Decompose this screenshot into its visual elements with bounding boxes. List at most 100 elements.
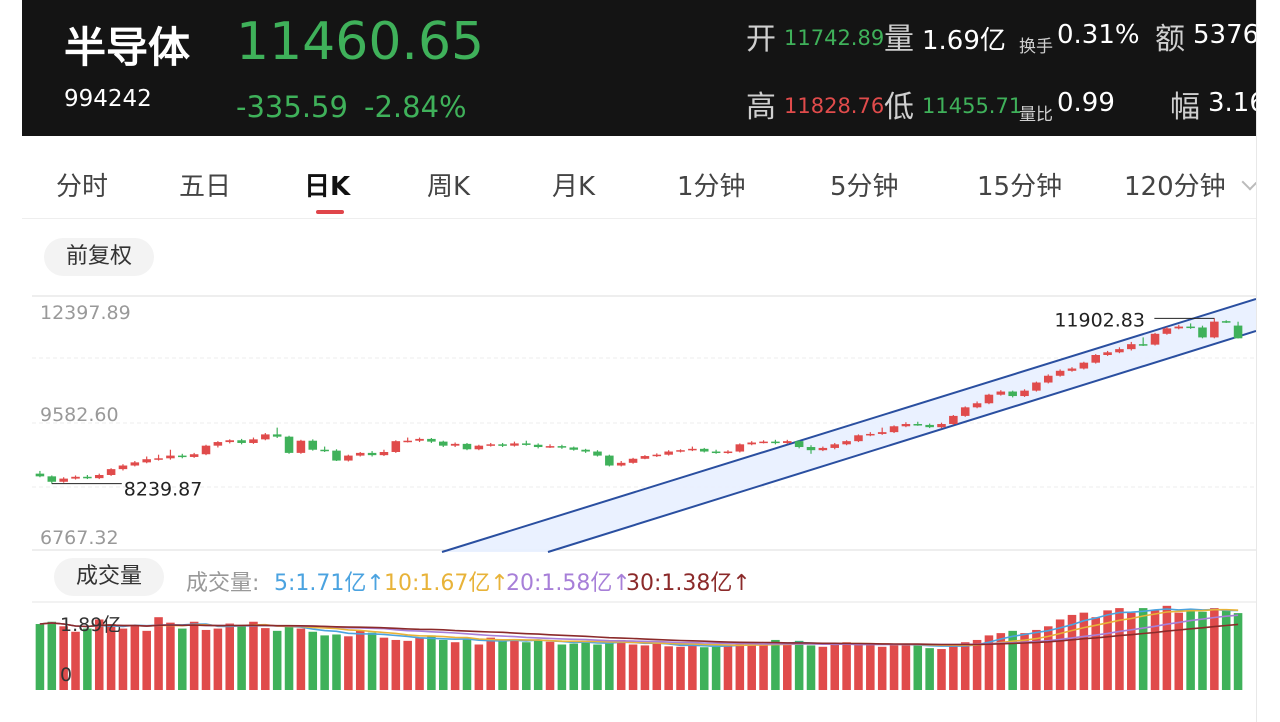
- turnover-value: 0.31%: [1057, 20, 1140, 50]
- volume-bar: [296, 628, 306, 690]
- volume-indicator-button[interactable]: 成交量: [54, 558, 165, 596]
- volume-bar: [522, 642, 531, 690]
- volume-bar: [783, 644, 792, 690]
- tab-120min[interactable]: 120分钟: [1124, 172, 1226, 202]
- volume-bar: [771, 639, 780, 690]
- right-edge: [1256, 0, 1280, 722]
- volume-bar: [1103, 610, 1112, 690]
- candle-body: [771, 441, 780, 444]
- low-label: 低: [884, 90, 914, 125]
- arrow-up-icon: ↑: [612, 571, 631, 596]
- tab-weekly-k[interactable]: 周K: [427, 172, 471, 202]
- amount-value: 5376: [1193, 20, 1256, 50]
- volume-ma-line: [39, 622, 1239, 646]
- tab-5min[interactable]: 5分钟: [830, 172, 899, 202]
- volume-bar: [854, 643, 863, 690]
- volume-bar: [486, 637, 495, 690]
- volume-bar: [498, 640, 507, 690]
- candle-body: [427, 438, 436, 442]
- candle-body: [367, 452, 377, 456]
- volume-bar: [830, 644, 840, 690]
- candle-body: [213, 442, 223, 446]
- quote-header: 半导体 994242 11460.65 -335.59 -2.84% 开 117…: [22, 0, 1256, 136]
- candle-body: [1115, 349, 1124, 353]
- volume-bar: [1198, 611, 1207, 690]
- volume-bar: [427, 635, 436, 690]
- candle-body: [201, 445, 211, 455]
- volume-bar: [1032, 629, 1041, 690]
- volume-bar: [166, 622, 175, 690]
- candle-body: [628, 458, 638, 463]
- candle-body: [71, 476, 80, 479]
- candle-body: [889, 426, 899, 433]
- volume-label: 量: [884, 22, 914, 57]
- candle-body: [189, 454, 199, 457]
- candle-body: [47, 476, 57, 482]
- amplitude-label: 幅: [1170, 90, 1200, 125]
- open-label: 开: [746, 22, 776, 57]
- volume-bar: [996, 633, 1006, 690]
- volume-bar: [605, 642, 614, 690]
- candle-body: [901, 424, 911, 427]
- candle-body: [688, 448, 697, 451]
- candle-body: [545, 446, 555, 448]
- candle-body: [699, 448, 709, 452]
- candle-body: [1221, 321, 1231, 323]
- candle-body: [59, 478, 68, 482]
- candle-body: [723, 451, 733, 454]
- candle-body: [498, 444, 507, 446]
- tab-monthly-k[interactable]: 月K: [552, 172, 596, 202]
- candle-body: [308, 440, 318, 450]
- candle-body: [344, 455, 353, 461]
- index-code: 994242: [64, 86, 152, 112]
- volume-bar: [1174, 612, 1184, 690]
- tab-15min[interactable]: 15分钟: [977, 172, 1063, 202]
- candle-body: [1091, 355, 1100, 363]
- candle-body: [118, 465, 128, 470]
- tab-five-day[interactable]: 五日: [179, 172, 232, 202]
- tab-daily-k[interactable]: 日K: [304, 172, 351, 202]
- volume-bar: [913, 645, 923, 690]
- trend-channel-upper-line: [441, 298, 1256, 553]
- open-value: 11742.89: [784, 26, 885, 50]
- volume-bar: [438, 639, 448, 690]
- adjust-mode-button[interactable]: 前复权: [44, 238, 155, 276]
- volume-bar: [403, 640, 412, 690]
- candle-body: [711, 451, 721, 454]
- volume-bar: [937, 649, 946, 690]
- volume-bar: [628, 644, 638, 690]
- candle-body: [474, 445, 484, 450]
- candle-body: [676, 450, 685, 452]
- candle-body: [106, 469, 116, 475]
- tab-1min[interactable]: 1分钟: [677, 172, 746, 202]
- candle-body: [249, 439, 258, 443]
- volume-legend-prefix: 成交量:: [186, 571, 260, 596]
- volume-bar: [1079, 612, 1089, 690]
- candle-body: [854, 435, 863, 442]
- candle-body: [284, 436, 294, 453]
- volume-bar: [320, 635, 329, 690]
- y-axis-label-top: 12397.89: [40, 302, 131, 324]
- period-tabs: 分时 五日 日K 周K 月K 1分钟 5分钟 15分钟 120分钟: [22, 150, 1256, 219]
- volume-bar: [984, 635, 994, 690]
- last-price: 11460.65: [236, 12, 485, 72]
- volume-bar: [272, 630, 282, 690]
- candle-body: [533, 444, 543, 448]
- volume-bar: [960, 642, 970, 690]
- candle-body: [1020, 390, 1029, 397]
- volume-bar: [237, 625, 246, 690]
- volume-bar: [1186, 609, 1195, 690]
- volume-value: 1.69亿: [922, 26, 1006, 56]
- candle-body: [866, 433, 875, 436]
- candle-body: [996, 391, 1006, 395]
- candle-body: [261, 434, 270, 440]
- volume-bar: [676, 646, 685, 690]
- candle-body: [178, 455, 187, 458]
- candle-body: [557, 446, 567, 448]
- app-frame: 半导体 994242 11460.65 -335.59 -2.84% 开 117…: [22, 0, 1256, 722]
- tab-intraday[interactable]: 分时: [56, 172, 109, 202]
- candle-body: [1138, 344, 1148, 346]
- candle-body: [154, 458, 163, 460]
- volume-bar: [391, 639, 401, 690]
- volume-bar: [652, 643, 662, 690]
